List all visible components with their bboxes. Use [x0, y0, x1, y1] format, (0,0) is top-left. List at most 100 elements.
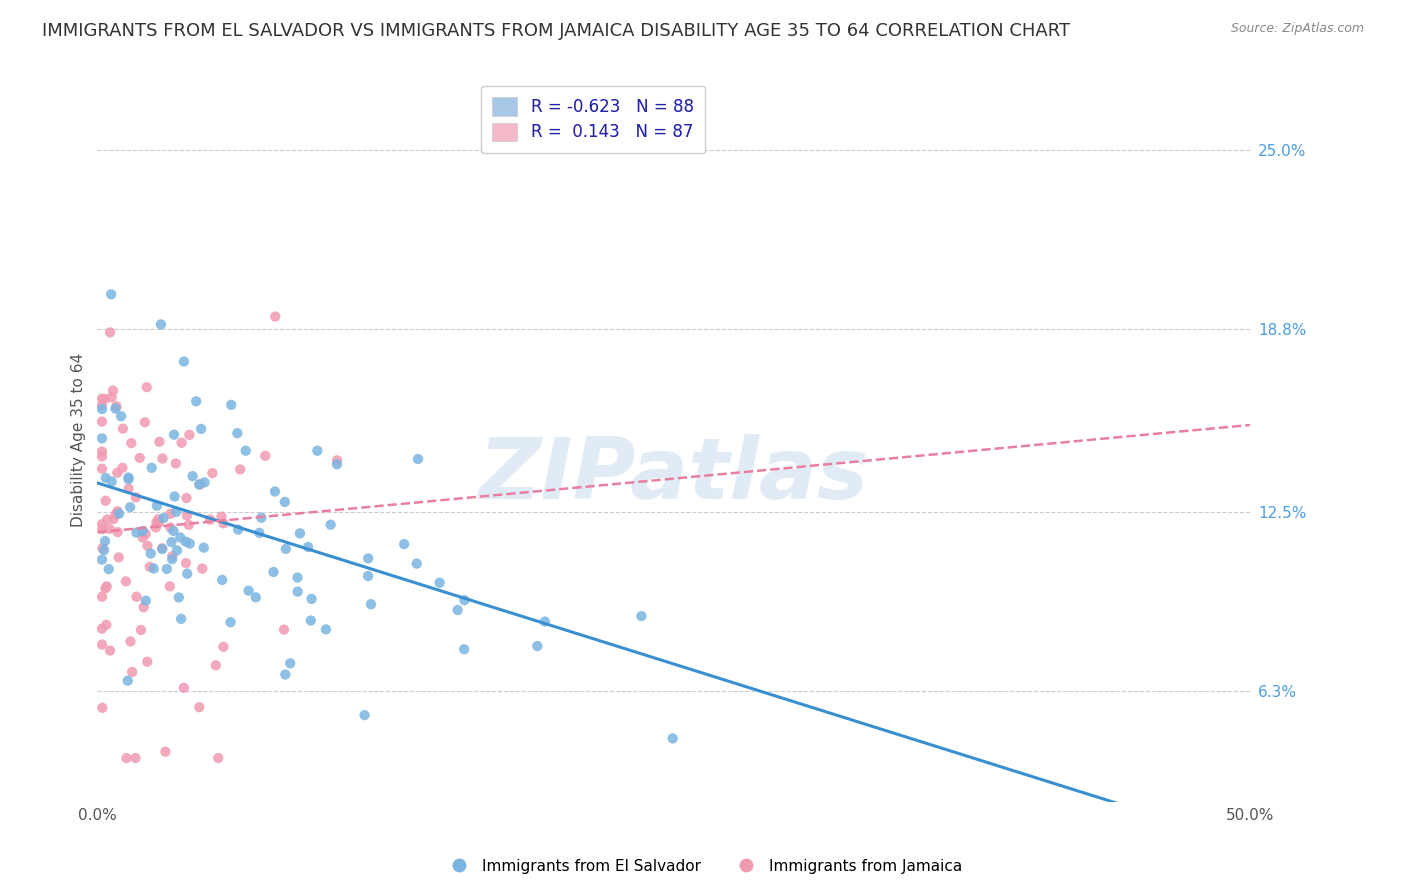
- Point: [226, 426, 249, 441]
- Point: [209, 509, 232, 524]
- Point: [212, 640, 235, 654]
- Point: [357, 551, 380, 566]
- Point: [174, 534, 197, 549]
- Point: [193, 475, 215, 490]
- Point: [145, 516, 167, 530]
- Point: [186, 394, 208, 409]
- Point: [630, 609, 652, 624]
- Point: [319, 517, 342, 532]
- Point: [159, 520, 181, 534]
- Point: [103, 512, 125, 526]
- Point: [229, 462, 252, 476]
- Point: [115, 574, 138, 589]
- Point: [392, 537, 415, 551]
- Text: Source: ZipAtlas.com: Source: ZipAtlas.com: [1230, 22, 1364, 36]
- Point: [142, 561, 165, 575]
- Point: [219, 398, 242, 412]
- Point: [145, 520, 167, 534]
- Point: [357, 569, 380, 583]
- Point: [125, 491, 148, 505]
- Text: IMMIGRANTS FROM EL SALVADOR VS IMMIGRANTS FROM JAMAICA DISABILITY AGE 35 TO 64 C: IMMIGRANTS FROM EL SALVADOR VS IMMIGRANT…: [42, 22, 1070, 40]
- Point: [132, 600, 155, 615]
- Point: [159, 579, 181, 593]
- Point: [201, 466, 224, 480]
- Point: [193, 541, 215, 555]
- Point: [100, 390, 122, 404]
- Point: [219, 615, 242, 630]
- Point: [91, 552, 114, 566]
- Point: [98, 643, 121, 657]
- Point: [111, 460, 134, 475]
- Point: [235, 443, 257, 458]
- Point: [405, 557, 427, 571]
- Point: [207, 751, 229, 765]
- Point: [226, 523, 249, 537]
- Legend: Immigrants from El Salvador, Immigrants from Jamaica: Immigrants from El Salvador, Immigrants …: [437, 853, 969, 880]
- Point: [107, 550, 129, 565]
- Point: [406, 452, 429, 467]
- Point: [129, 623, 152, 637]
- Point: [173, 681, 195, 695]
- Point: [91, 522, 114, 536]
- Point: [128, 450, 150, 465]
- Point: [169, 531, 191, 545]
- Point: [98, 522, 121, 536]
- Point: [247, 525, 270, 540]
- Point: [104, 508, 127, 522]
- Point: [91, 638, 114, 652]
- Point: [165, 505, 187, 519]
- Point: [250, 510, 273, 524]
- Point: [91, 450, 114, 464]
- Point: [111, 422, 134, 436]
- Point: [117, 482, 139, 496]
- Point: [173, 354, 195, 368]
- Point: [104, 401, 127, 416]
- Point: [96, 617, 118, 632]
- Point: [288, 526, 311, 541]
- Point: [198, 513, 221, 527]
- Point: [179, 427, 201, 442]
- Point: [264, 310, 287, 324]
- Point: [120, 634, 142, 648]
- Point: [91, 622, 114, 636]
- Point: [93, 543, 115, 558]
- Point: [94, 534, 117, 549]
- Point: [136, 655, 159, 669]
- Point: [135, 380, 157, 394]
- Point: [274, 495, 297, 509]
- Point: [174, 556, 197, 570]
- Point: [190, 422, 212, 436]
- Point: [136, 539, 159, 553]
- Point: [188, 477, 211, 491]
- Point: [326, 453, 349, 467]
- Point: [181, 469, 204, 483]
- Point: [97, 562, 120, 576]
- Point: [91, 398, 114, 412]
- Point: [167, 591, 190, 605]
- Point: [212, 516, 235, 531]
- Point: [254, 449, 277, 463]
- Point: [107, 525, 129, 540]
- Point: [148, 434, 170, 449]
- Point: [301, 591, 323, 606]
- Point: [297, 540, 319, 554]
- Point: [91, 590, 114, 604]
- Point: [188, 700, 211, 714]
- Point: [125, 590, 148, 604]
- Point: [101, 384, 124, 398]
- Point: [110, 409, 132, 424]
- Point: [139, 559, 162, 574]
- Point: [115, 751, 138, 765]
- Point: [274, 541, 297, 556]
- Point: [453, 593, 475, 607]
- Point: [453, 642, 475, 657]
- Point: [163, 490, 186, 504]
- Point: [176, 508, 198, 523]
- Point: [176, 566, 198, 581]
- Point: [91, 700, 114, 714]
- Point: [117, 470, 139, 484]
- Point: [155, 745, 177, 759]
- Point: [117, 472, 139, 486]
- Point: [120, 500, 142, 515]
- Point: [299, 614, 322, 628]
